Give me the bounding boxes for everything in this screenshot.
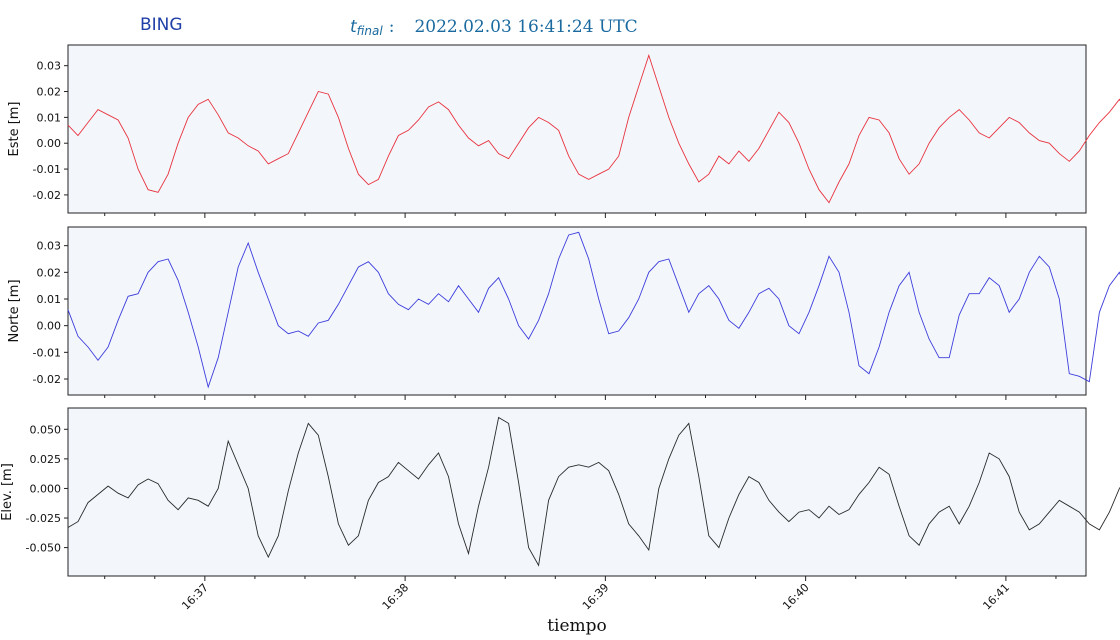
este-xtickmarks	[104, 213, 1057, 218]
elev-yticks: 0.050 0.025 0.000 -0.025 -0.050	[26, 423, 68, 555]
norte-ytick-label: -0.02	[33, 373, 61, 386]
este-ytick-label: 0.01	[37, 111, 62, 124]
norte-axes	[67, 226, 1087, 396]
este-yticks: 0.03 0.02 0.01 0.00 -0.01 -0.02	[33, 60, 68, 202]
norte-ytick-label: -0.01	[33, 346, 61, 359]
norte-ytick-label: 0.01	[37, 293, 62, 306]
norte-ylabel: Norte [m]	[7, 279, 22, 342]
elev-ytick-label: -0.050	[26, 542, 61, 555]
este-ylabel: Este [m]	[7, 101, 22, 156]
norte-xtickmarks	[104, 395, 1057, 400]
xtick-label: 16:37	[179, 581, 211, 613]
este-ytick-label: -0.01	[33, 163, 61, 176]
elev-axes	[67, 407, 1087, 577]
norte-ytick-label: 0.03	[37, 240, 62, 253]
norte-panel: 0.03 0.02 0.01 0.00 -0.01 -0.02 Norte [m]	[7, 226, 1120, 400]
este-series-line	[67, 53, 1120, 204]
x-axis-label: tiempo	[547, 616, 607, 636]
elev-xticklabels: 16:37 16:38 16:39 16:40 16:41	[179, 581, 1012, 613]
xtick-label: 16:39	[580, 581, 612, 613]
xtick-label: 16:40	[780, 581, 812, 613]
este-ytick-label: 0.00	[37, 137, 62, 150]
este-ytick-label: -0.02	[33, 189, 61, 202]
station-name: BING	[140, 15, 183, 35]
svg-text:tfinal:2022.02.03 16:41:24: tfinal:2022.02.03 16:41:24 UTC	[350, 17, 638, 38]
elev-xtickmarks	[104, 576, 1057, 581]
este-panel: 0.03 0.02 0.01 0.00 -0.01 -0.02 Este [m]	[7, 44, 1120, 218]
xtick-label: 16:38	[380, 581, 412, 613]
elev-ytick-label: 0.050	[30, 423, 62, 436]
tfinal-label: tfinal:2022.02.03 16:41:24 UTC	[350, 17, 638, 38]
este-ytick-label: 0.02	[37, 86, 62, 99]
elev-ytick-label: 0.000	[30, 482, 62, 495]
xtick-label: 16:41	[980, 581, 1012, 613]
norte-yticks: 0.03 0.02 0.01 0.00 -0.01 -0.02	[33, 240, 68, 386]
elev-ylabel: Elev. [m]	[0, 463, 15, 521]
norte-ytick-label: 0.02	[37, 266, 62, 279]
este-axes	[67, 44, 1087, 214]
tfinal-value: 2022.02.03 16:41:24 UTC	[414, 17, 637, 37]
este-ytick-label: 0.03	[37, 60, 62, 73]
tfinal-symbol: t	[350, 17, 358, 37]
norte-ytick-label: 0.00	[37, 320, 62, 333]
elev-series-line	[67, 416, 1120, 567]
elev-ytick-label: 0.025	[30, 453, 62, 466]
tfinal-colon: :	[389, 17, 395, 37]
norte-series-line	[67, 231, 1120, 389]
tfinal-subscript: final	[357, 24, 384, 38]
elev-ytick-label: -0.025	[26, 512, 61, 525]
